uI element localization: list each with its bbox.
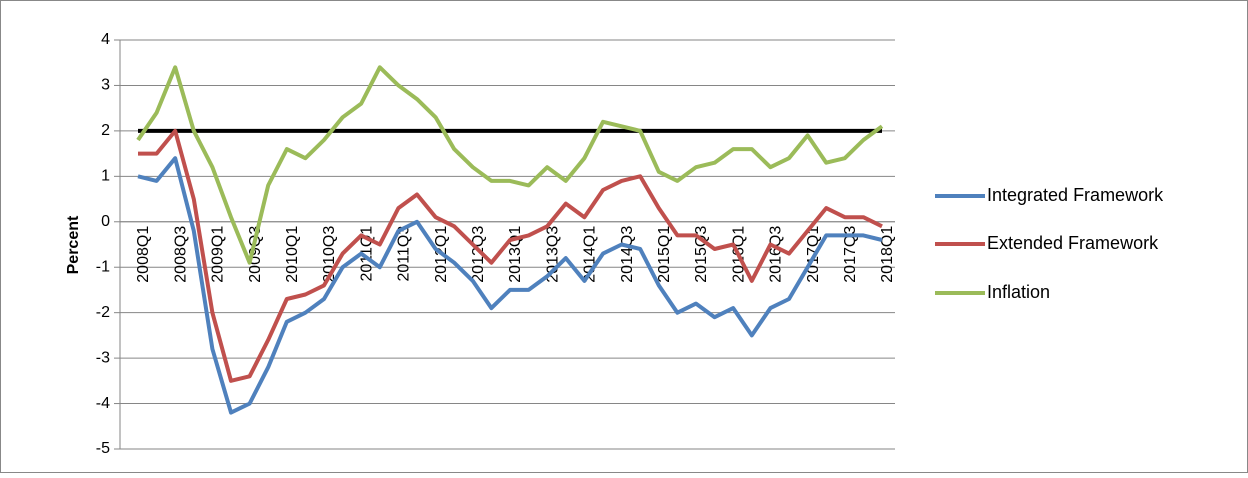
series-line xyxy=(138,128,883,383)
y-tick-label: 3 xyxy=(101,77,110,94)
legend-label: Extended Framework xyxy=(987,233,1159,253)
legend-label: Inflation xyxy=(987,282,1050,302)
y-tick-label: -1 xyxy=(96,258,110,275)
x-tick-label: 2013Q1 xyxy=(507,226,524,283)
x-tick-label: 2008Q3 xyxy=(172,226,189,283)
y-tick-label: 0 xyxy=(101,213,110,230)
x-tick-label: 2012Q3 xyxy=(470,226,487,283)
x-tick-label: 2016Q3 xyxy=(768,226,785,283)
x-tick-label: 2014Q3 xyxy=(619,226,636,283)
y-tick-label: -3 xyxy=(96,349,110,366)
series-line xyxy=(136,65,884,265)
y-tick-label: 2 xyxy=(101,122,110,139)
y-tick-label: -2 xyxy=(96,304,110,321)
x-tick-label: 2008Q1 xyxy=(135,226,152,283)
x-tick-label: 2010Q1 xyxy=(284,226,301,283)
y-tick-label: -5 xyxy=(96,440,110,457)
series-line xyxy=(137,156,883,415)
x-tick-label: 2015Q1 xyxy=(656,226,673,283)
y-tick-label: 1 xyxy=(101,168,110,185)
y-tick-label: -4 xyxy=(96,395,110,412)
x-tick-label: 2018Q1 xyxy=(879,226,896,283)
x-tick-label: 2009Q1 xyxy=(210,226,227,283)
x-tick-label: 2009Q3 xyxy=(247,226,264,283)
y-tick-label: 4 xyxy=(101,31,110,48)
x-tick-label: 2015Q3 xyxy=(693,226,710,283)
legend-label: Integrated Framework xyxy=(987,185,1164,205)
x-tick-label: 2011Q3 xyxy=(396,226,413,282)
y-axis-label: Percent xyxy=(65,215,82,274)
x-tick-label: 2017Q3 xyxy=(842,226,859,283)
